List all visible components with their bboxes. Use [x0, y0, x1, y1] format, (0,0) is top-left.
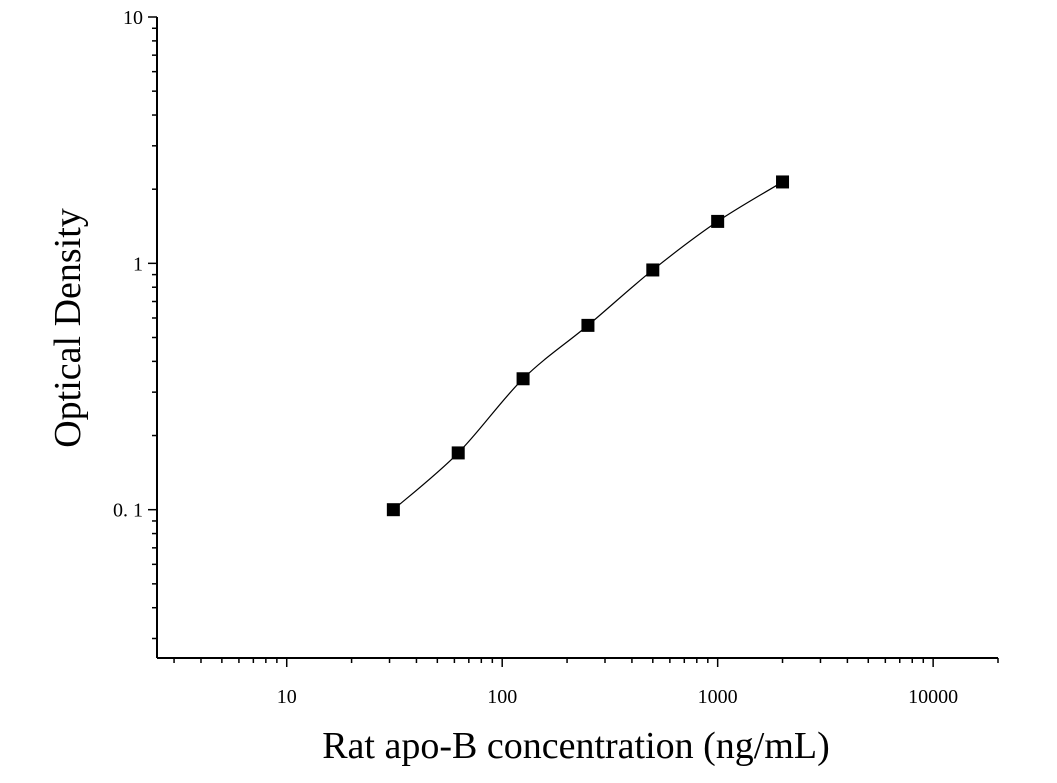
data-point-marker	[451, 446, 465, 460]
data-point-marker	[776, 175, 790, 189]
data-point-marker	[646, 263, 660, 277]
y-tick-label: 0. 1	[113, 500, 143, 522]
fit-curve	[392, 181, 783, 511]
x-tick-label: 10	[277, 686, 297, 708]
y-axis-title: Optical Density	[47, 208, 89, 448]
data-points	[386, 175, 790, 517]
data-point-marker	[581, 318, 595, 332]
x-axis-title: Rat apo-B concentration (ng/mL)	[322, 725, 830, 767]
y-tick-label: 10	[123, 7, 143, 29]
y-tick-label: 1	[133, 253, 143, 275]
data-point-marker	[386, 503, 400, 517]
data-point-marker	[516, 372, 530, 386]
x-tick-label: 100	[487, 686, 517, 708]
data-point-marker	[711, 214, 725, 228]
x-axis-major-ticks: 10 100 1000 10000	[277, 658, 958, 708]
x-tick-label: 1000	[698, 686, 738, 708]
x-tick-label: 10000	[908, 686, 958, 708]
y-axis-major-ticks: 0. 1 1 10	[113, 7, 157, 522]
